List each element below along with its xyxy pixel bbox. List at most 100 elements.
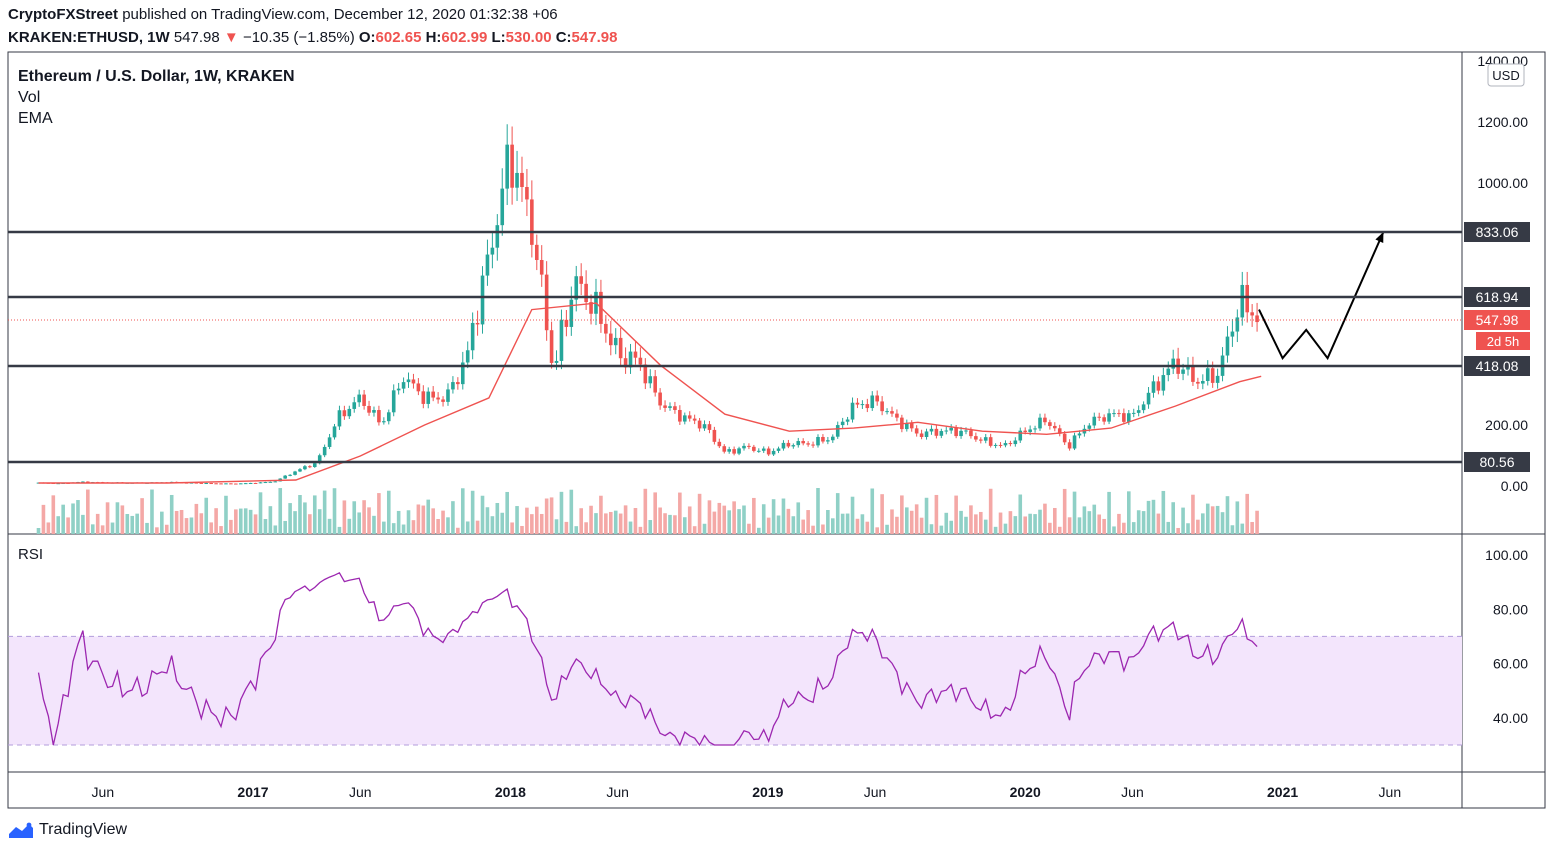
volume-bar <box>367 507 371 534</box>
candle <box>796 441 801 446</box>
volume-bar <box>964 516 968 534</box>
volume-bar <box>747 523 751 534</box>
candle <box>312 463 317 468</box>
volume-bar <box>298 495 302 534</box>
level-label: 80.56 <box>1479 454 1514 470</box>
candle <box>411 379 416 384</box>
candle <box>1077 433 1082 436</box>
candle <box>229 483 233 485</box>
volume-bar <box>115 502 120 534</box>
volume-bar <box>934 494 939 534</box>
candle <box>81 481 85 483</box>
volume-bar <box>939 525 944 534</box>
candle <box>322 446 327 456</box>
volume-bar <box>1181 507 1185 534</box>
volume-bar <box>702 523 707 534</box>
volume-bar <box>100 525 105 534</box>
volume-bar <box>574 526 579 534</box>
volume-bar <box>485 507 490 534</box>
candle <box>584 283 588 303</box>
candle <box>1136 410 1141 413</box>
candle <box>865 404 870 409</box>
volume-bar <box>1205 503 1210 534</box>
candle <box>194 482 199 484</box>
level-label: 833.06 <box>1476 224 1519 240</box>
volume-bar <box>164 524 169 534</box>
volume-bar <box>530 514 534 534</box>
candle <box>1023 430 1027 432</box>
rsi-legend[interactable]: RSI <box>18 546 44 563</box>
volume-bar <box>845 513 850 534</box>
volume-bar <box>678 492 682 534</box>
volume-bar <box>1220 512 1225 534</box>
candle <box>850 402 855 420</box>
candle <box>1072 435 1077 449</box>
candle <box>830 436 835 441</box>
legend-ema[interactable]: EMA <box>18 110 53 127</box>
candle <box>372 410 376 413</box>
volume-bar <box>273 525 278 534</box>
candle <box>317 455 322 464</box>
publisher-name[interactable]: CryptoFXStreet <box>8 6 119 23</box>
candle <box>954 427 958 437</box>
candle <box>480 275 485 325</box>
volume-bar <box>377 493 381 534</box>
volume-bar <box>1038 509 1042 534</box>
volume-bar <box>1008 511 1013 534</box>
volume-bar <box>199 513 204 534</box>
volume-bar <box>811 525 815 534</box>
currency-box <box>1487 63 1525 87</box>
candle <box>742 445 746 449</box>
legend-vol[interactable]: Vol <box>18 89 41 106</box>
volume-bar <box>465 521 470 534</box>
volume-bar <box>1057 526 1062 534</box>
candle <box>456 382 460 385</box>
candle <box>816 436 820 446</box>
volume-bar <box>1053 507 1057 534</box>
candle <box>658 392 662 406</box>
volume-bar <box>959 510 963 534</box>
candle <box>1230 331 1235 337</box>
volume-bar <box>539 513 544 534</box>
volume-bar <box>1107 491 1111 534</box>
candle <box>362 394 366 406</box>
volume-bar <box>431 508 435 534</box>
volume-bar <box>1028 513 1032 534</box>
volume-bar <box>1127 491 1131 534</box>
volume-bar <box>169 494 174 534</box>
candle <box>495 225 500 248</box>
candle <box>840 421 845 426</box>
volume-bar <box>278 488 283 534</box>
candle <box>214 483 218 485</box>
candle <box>801 441 805 444</box>
volume-bar <box>352 501 357 534</box>
volume-bar <box>253 514 258 534</box>
volume-bar <box>95 513 100 534</box>
volume-bar <box>401 524 406 534</box>
candle <box>515 172 519 188</box>
candle <box>885 411 889 413</box>
volume-bar <box>776 515 781 534</box>
legend-title[interactable]: Ethereum / U.S. Dollar, 1W, KRAKEN <box>18 68 295 85</box>
candle <box>347 408 352 417</box>
footer-brand[interactable]: TradingView <box>8 821 127 839</box>
volume-bar <box>1245 493 1250 534</box>
candle <box>500 188 505 226</box>
volume-bar <box>604 513 608 534</box>
volume-bar <box>36 528 41 534</box>
volume-bar <box>436 519 440 534</box>
volume-bar <box>895 516 899 534</box>
volume-bar <box>1131 522 1136 534</box>
volume-bar <box>1215 505 1220 534</box>
volume-bar <box>1250 521 1254 534</box>
candle <box>914 428 919 434</box>
candle <box>1092 416 1097 426</box>
time-tick: Jun <box>92 784 115 800</box>
candle <box>722 446 727 452</box>
candle <box>604 323 608 334</box>
candle <box>791 445 796 447</box>
candle <box>520 172 524 188</box>
candle <box>263 482 268 484</box>
candle <box>574 276 579 300</box>
